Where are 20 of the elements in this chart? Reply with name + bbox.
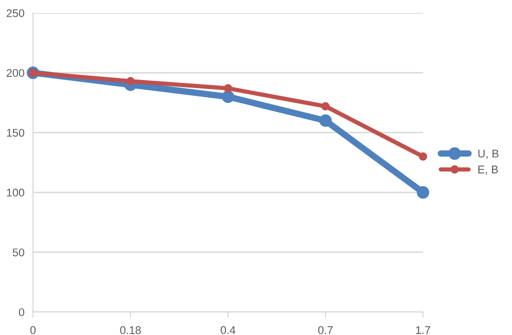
- point: [416, 186, 430, 199]
- y-tick-label: 0: [18, 308, 24, 316]
- point: [418, 152, 428, 161]
- y-tick-label: 200: [6, 69, 24, 77]
- point: [224, 84, 232, 93]
- x-tick-label: 0.7: [318, 326, 333, 334]
- point: [319, 114, 332, 127]
- point: [321, 102, 330, 110]
- x-tick-label: 0.18: [120, 326, 141, 334]
- legend-label: E, B: [478, 166, 498, 175]
- point: [126, 77, 135, 86]
- y-tick-label: 150: [6, 128, 24, 137]
- x-tick-label: 1.7: [416, 326, 430, 334]
- legend-label: U, B: [478, 150, 498, 159]
- y-tick-label: 50: [12, 248, 24, 256]
- point: [222, 90, 234, 103]
- x-tick-label: 0: [30, 326, 36, 334]
- y-tick-label: 100: [6, 188, 24, 197]
- x-tick-label: 0.4: [220, 326, 236, 334]
- y-tick-label: 250: [6, 9, 24, 18]
